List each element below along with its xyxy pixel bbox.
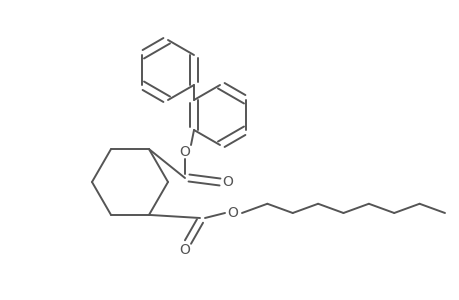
Text: O: O bbox=[222, 175, 233, 189]
Text: O: O bbox=[227, 206, 238, 220]
Text: O: O bbox=[179, 145, 190, 159]
Text: O: O bbox=[179, 243, 190, 257]
